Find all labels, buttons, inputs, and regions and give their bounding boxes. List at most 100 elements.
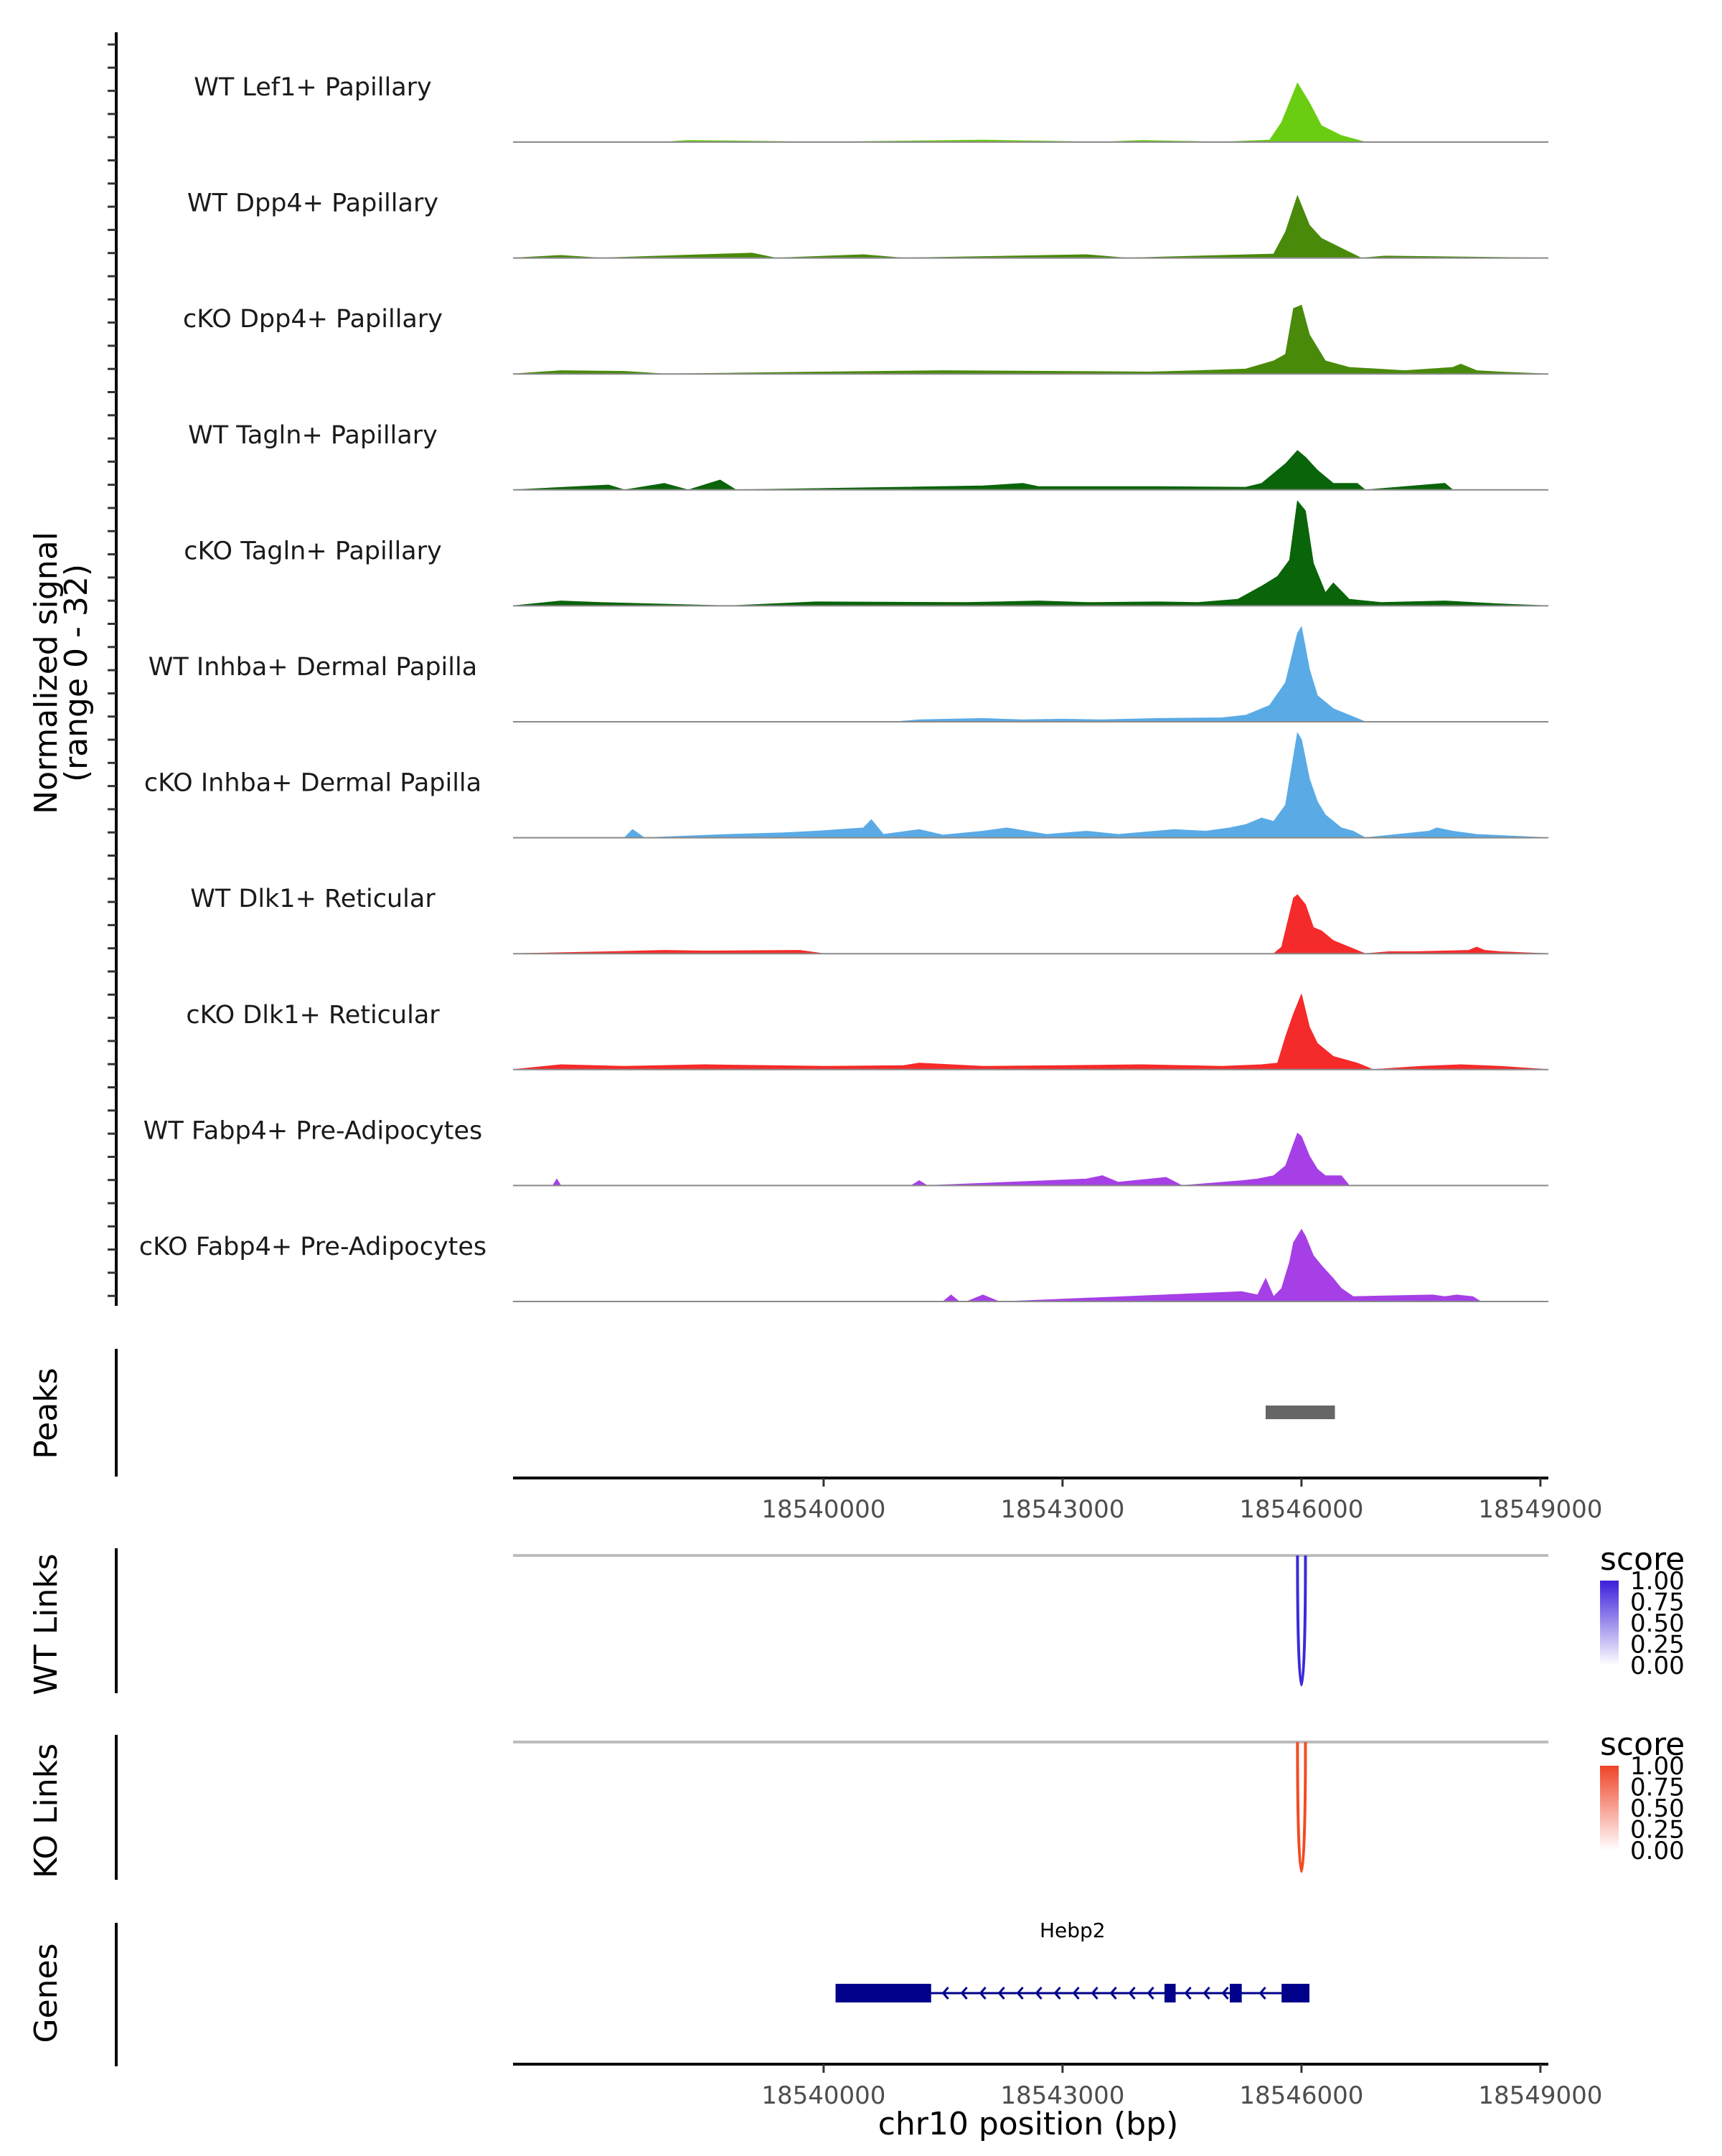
coverage-tracks: WT Lef1+ Papillary WT Dpp4+ Papillary cKO … [139, 73, 1549, 1302]
coverage-area [513, 732, 1549, 839]
strand-arrow [1035, 1987, 1043, 2000]
track-label: cKO Dlk1+ Reticular [186, 1001, 440, 1030]
signal-y-axis [108, 32, 118, 1306]
legend-tick-label: 0.50 [1630, 1794, 1685, 1823]
legend-title: score [1600, 1726, 1685, 1763]
coverage-area [513, 82, 1548, 143]
legend-title: score [1600, 1541, 1685, 1578]
strand-arrow [1184, 1987, 1192, 2000]
legend-tick-label: 0.75 [1630, 1588, 1685, 1617]
legend-tick-label: 1.00 [1630, 1752, 1685, 1781]
strand-arrow [997, 1987, 1005, 2000]
coverage-area [512, 993, 1549, 1070]
x-axis-genes: 18540000 18543000 18546000 18549000 [513, 2063, 1602, 2110]
coverage-track: WT Dlk1+ Reticular [190, 885, 1549, 955]
legend-tick-label: 0.50 [1630, 1609, 1685, 1638]
legend-tick-label: 1.00 [1630, 1567, 1685, 1596]
coverage-area [512, 450, 1548, 491]
legend-colorbar [1600, 1581, 1619, 1665]
peaks-track: Peaks [28, 1349, 1335, 1477]
link-arc [1296, 1555, 1307, 1687]
x-tick-label: 18540000 [761, 1495, 885, 1524]
gene-model: Hebp2 [835, 1919, 1309, 2002]
track-label: cKO Inhba+ Dermal Papilla [144, 769, 481, 798]
track-label: WT Lef1+ Papillary [194, 73, 432, 102]
track-label: WT Inhba+ Dermal Papilla [149, 653, 477, 682]
legend-tick-label: 0.00 [1630, 1652, 1685, 1680]
links-track: WT Links [28, 1548, 1548, 1695]
gene-exon [1164, 1984, 1176, 2002]
x-tick-label: 18543000 [1000, 1495, 1124, 1524]
links-tracks: WT Links KO Links [28, 1548, 1548, 1880]
strand-arrow [1109, 1987, 1117, 2000]
strand-arrow [1053, 1987, 1061, 2000]
peaks-label: Peaks [28, 1367, 65, 1459]
gene-exon [835, 1984, 931, 2002]
coverage-track: cKO Dpp4+ Papillary [183, 304, 1549, 375]
strand-arrow [1147, 1987, 1154, 2000]
track-label: cKO Tagln+ Papillary [184, 537, 442, 565]
coverage-area [512, 500, 1549, 606]
x-axis-title: chr10 position (bp) [878, 2106, 1179, 2142]
x-tick-label: 18549000 [1478, 2081, 1602, 2110]
strand-arrow [1072, 1987, 1080, 2000]
genes-label: Genes [28, 1943, 65, 2043]
track-label: cKO Fabp4+ Pre-Adipocytes [139, 1233, 486, 1261]
track-label: WT Dpp4+ Papillary [187, 189, 438, 218]
legend-tick-label: 0.00 [1630, 1837, 1685, 1865]
strand-arrow [1128, 1987, 1136, 2000]
x-tick-label: 18543000 [1000, 2081, 1124, 2110]
legend-tick-label: 0.25 [1630, 1816, 1685, 1845]
coverage-track: WT Inhba+ Dermal Papilla [149, 626, 1548, 722]
coverage-area [513, 626, 1548, 722]
links-label: WT Links [28, 1553, 65, 1695]
x-axis-peaks: 18540000 18543000 18546000 18549000 [513, 1477, 1602, 1524]
coverage-area [512, 894, 1549, 954]
strand-arrow [960, 1987, 968, 2000]
score-legends: score1.000.750.500.250.00score1.000.750.… [1600, 1541, 1685, 1865]
gene-exon [1230, 1984, 1242, 2002]
coverage-track: WT Dpp4+ Papillary [187, 189, 1549, 259]
track-label: WT Tagln+ Papillary [188, 421, 438, 450]
x-tick-label: 18549000 [1478, 1495, 1602, 1524]
x-tick-label: 18546000 [1239, 2081, 1363, 2110]
links-track: KO Links [28, 1735, 1548, 1880]
coverage-area [513, 1228, 1548, 1302]
coverage-area [513, 1132, 1548, 1186]
strand-arrow [1016, 1987, 1024, 2000]
coverage-track: cKO Dlk1+ Reticular [186, 993, 1549, 1070]
coverage-area [512, 194, 1549, 259]
coverage-track: cKO Fabp4+ Pre-Adipocytes [139, 1228, 1548, 1302]
coverage-track: cKO Inhba+ Dermal Papilla [144, 732, 1549, 839]
track-label: WT Fabp4+ Pre-Adipocytes [144, 1116, 482, 1145]
strand-arrow [1221, 1987, 1229, 2000]
strand-arrow [1258, 1987, 1266, 2000]
legend-tick-label: 0.75 [1630, 1774, 1685, 1802]
x-tick-label: 18540000 [761, 2081, 885, 2110]
strand-arrow [979, 1987, 987, 2000]
gene-exon [1281, 1984, 1309, 2002]
y-axis-title: Normalized signal [28, 532, 65, 814]
coverage-track: WT Lef1+ Papillary [194, 73, 1548, 143]
x-tick-label: 18546000 [1239, 1495, 1363, 1524]
coverage-area [512, 304, 1549, 375]
track-label: WT Dlk1+ Reticular [190, 885, 436, 913]
coverage-track: cKO Tagln+ Papillary [184, 500, 1549, 607]
strand-arrow [1203, 1987, 1210, 2000]
peak-region [1265, 1406, 1335, 1419]
link-arc [1296, 1741, 1307, 1873]
genes-track: Genes Hebp2 [28, 1919, 1309, 2066]
legend-tick-label: 0.25 [1630, 1631, 1685, 1660]
legend-colorbar [1600, 1766, 1619, 1850]
y-axis-range: (range 0 - 32) [58, 564, 95, 782]
strand-arrow [941, 1987, 949, 2000]
links-label: KO Links [28, 1743, 65, 1878]
track-label: cKO Dpp4+ Papillary [183, 305, 443, 334]
coverage-track: WT Tagln+ Papillary [188, 421, 1548, 491]
coverage-track: WT Fabp4+ Pre-Adipocytes [144, 1116, 1548, 1187]
strand-arrow [1091, 1987, 1098, 2000]
